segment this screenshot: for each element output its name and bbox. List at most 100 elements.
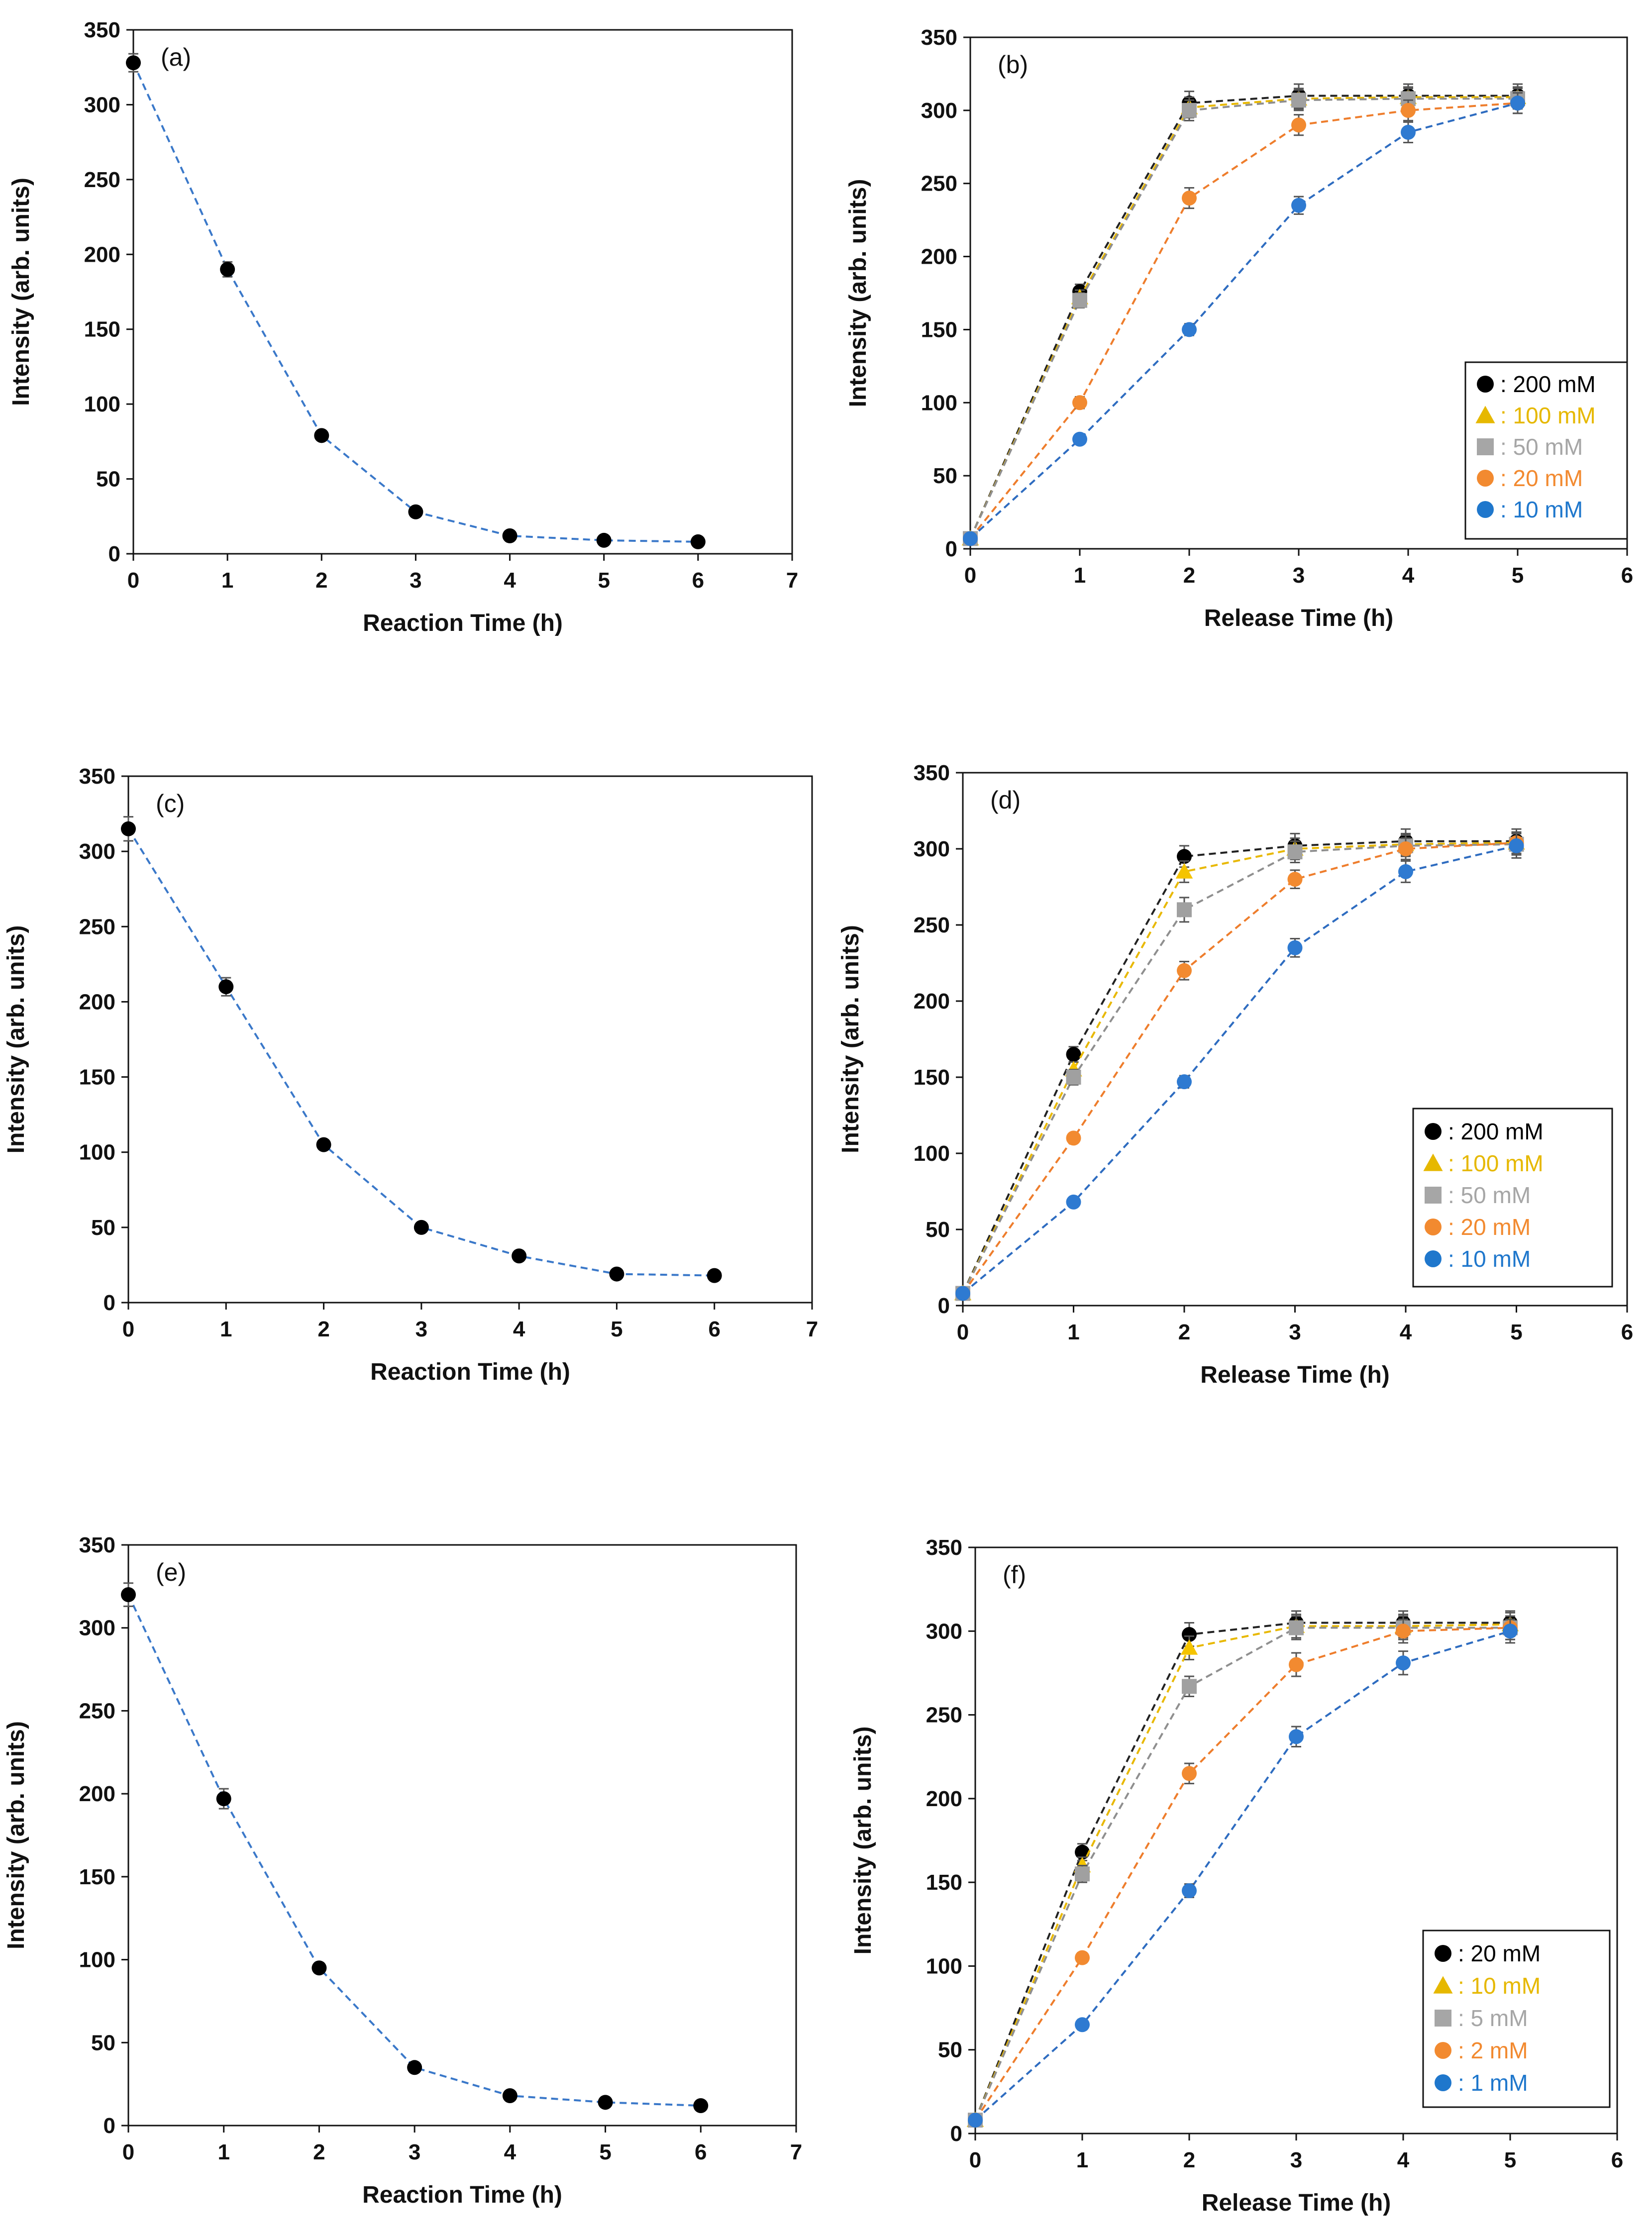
x-tick-label: 2	[315, 568, 327, 593]
y-tick-label: 300	[84, 93, 120, 117]
legend-marker	[1477, 438, 1494, 455]
legend-label: : 10 mM	[1458, 1973, 1541, 1999]
data-point	[1401, 102, 1416, 118]
y-axis-label: Intensity (arb. units)	[845, 179, 871, 407]
x-axis-label: Reaction Time (h)	[370, 1359, 570, 1385]
chart-panel-b: 0 50 100 150 200 250 300 350 0 1 2 3 4 5 6 Release Time…	[845, 25, 1633, 631]
series-line	[969, 102, 1518, 539]
chart-panel-e: 0 50 100 150 200 250 300 350 0 1 2 3 4 5 6 7 Reaction Ti…	[3, 1533, 802, 2208]
series-20-mm	[963, 92, 1525, 546]
series-line	[969, 96, 1518, 539]
x-tick-label: 1	[220, 1317, 232, 1341]
legend: : 200 mM: 100 mM: 50 mM: 20 mM: 10 mM	[1412, 1108, 1613, 1288]
y-tick-label: 250	[914, 913, 950, 937]
chart-panel-d: 0 50 100 150 200 250 300 350 0 1 2 3 4 5 6 Release Time…	[837, 761, 1633, 1388]
x-axis-label: Reaction Time (h)	[362, 2182, 562, 2208]
y-tick-label: 350	[914, 761, 950, 785]
series-line	[974, 1630, 1511, 2121]
series-50-mm	[963, 88, 1525, 546]
data-point	[1072, 293, 1087, 308]
plot-frame	[127, 1544, 797, 2127]
data-point	[1066, 1047, 1081, 1062]
y-tick-label: 150	[914, 1065, 950, 1090]
x-tick-label: 2	[1183, 563, 1195, 588]
plot-frame	[132, 29, 793, 555]
data-point	[1075, 1866, 1090, 1882]
y-tick-label: 350	[921, 25, 957, 50]
x-tick-label: 1	[221, 568, 233, 593]
chart-panel-a: 0 50 100 150 200 250 300 350 0 1 2 3 4 5 6 7 Reaction Ti…	[8, 18, 798, 636]
data-point	[1398, 841, 1413, 856]
y-tick-label: 150	[84, 317, 120, 342]
chart-panel-f: 0 50 100 150 200 250 300 350 0 1 2 3 4 5 6 Release Time…	[850, 1535, 1623, 2216]
x-tick-label: 0	[122, 2140, 134, 2164]
y-tick-label: 300	[921, 99, 957, 123]
y-tick-label: 0	[950, 2122, 962, 2146]
x-tick-label: 5	[599, 2140, 611, 2164]
legend-label: : 100 mM	[1448, 1150, 1544, 1176]
data-point	[1075, 2017, 1090, 2033]
data-point	[1289, 1729, 1304, 1744]
legend-label: : 2 mM	[1458, 2037, 1528, 2063]
series-10-mm	[963, 92, 1525, 546]
x-tick-label: 3	[410, 568, 421, 593]
series-line	[962, 841, 1517, 1294]
y-tick-label: 50	[91, 1216, 115, 1240]
data-point	[596, 532, 612, 548]
y-tick-label: 250	[926, 1703, 962, 1728]
legend-marker	[1475, 406, 1495, 423]
y-tick-label: 200	[921, 245, 957, 269]
series-1-mm	[968, 1619, 1518, 2128]
x-tick-label: 6	[692, 568, 704, 593]
series-line	[127, 1594, 701, 2107]
data-point	[1182, 191, 1197, 206]
x-tick-label: 0	[122, 1317, 134, 1341]
x-tick-label: 7	[806, 1317, 818, 1341]
x-tick-label: 4	[1402, 563, 1415, 588]
series-line	[962, 841, 1517, 1294]
data-point	[1182, 1883, 1197, 1898]
series-line	[974, 1622, 1510, 2121]
legend-box	[1422, 1930, 1611, 2108]
data-point	[1072, 395, 1087, 410]
data-point	[216, 1791, 231, 1807]
data-point	[609, 1266, 624, 1282]
legend-label: : 20 mM	[1500, 465, 1583, 491]
x-tick-label: 5	[1510, 1320, 1522, 1344]
legend-label: : 20 mM	[1448, 1214, 1531, 1240]
panel-label: (c)	[156, 790, 185, 817]
legend-marker	[1477, 470, 1494, 487]
y-tick-label: 250	[79, 915, 115, 939]
data-point	[963, 531, 978, 546]
series-line	[969, 95, 1518, 539]
y-tick-label: 100	[79, 1140, 115, 1165]
x-tick-label: 6	[1611, 2148, 1623, 2172]
legend-label: : 200 mM	[1500, 371, 1596, 397]
data-point	[1066, 1194, 1081, 1210]
x-tick-label: 1	[1076, 2148, 1088, 2172]
panel-label: (e)	[156, 1558, 186, 1586]
data-point	[502, 2088, 517, 2103]
y-tick-label: 300	[914, 837, 950, 861]
data-point	[121, 821, 136, 836]
x-tick-label: 4	[1397, 2148, 1410, 2172]
data-point	[1396, 1624, 1411, 1639]
data-point	[314, 428, 329, 443]
x-tick-label: 1	[217, 2140, 229, 2164]
x-tick-label: 5	[1504, 2148, 1516, 2172]
data-point	[1177, 902, 1192, 917]
y-tick-label: 0	[938, 1294, 950, 1318]
y-tick-label: 350	[79, 764, 115, 789]
y-tick-label: 300	[79, 839, 115, 864]
data-point	[1401, 124, 1416, 140]
data-point	[1287, 872, 1303, 887]
data-point	[1177, 1074, 1192, 1090]
y-axis-label: Intensity (arb. units)	[8, 178, 34, 406]
legend-marker	[1435, 2074, 1451, 2091]
data-point	[955, 1286, 970, 1301]
series-line	[969, 98, 1518, 539]
legend-marker	[1477, 376, 1494, 393]
data-point	[1177, 963, 1192, 978]
legend-marker	[1425, 1187, 1442, 1204]
